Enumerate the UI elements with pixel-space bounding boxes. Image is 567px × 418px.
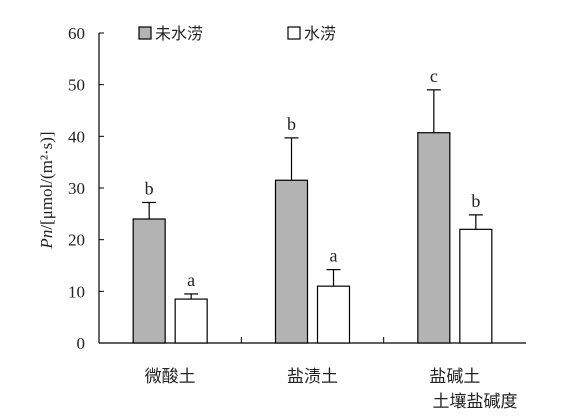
bar — [459, 228, 493, 344]
significance-label: b — [287, 114, 296, 134]
bars: b a 微酸土 b a 盐渍土 c b 盐碱土 — [132, 66, 493, 387]
y-tick-label: 20 — [68, 231, 85, 250]
bar — [274, 179, 309, 344]
y-axis-label-italic: Pn — [37, 230, 56, 250]
bar — [174, 298, 208, 344]
bar — [132, 218, 166, 344]
category-label: 盐渍土 — [287, 367, 338, 387]
y-axis-label: Pn/[μmol/(m²·s)] — [37, 131, 56, 249]
y-axis-label-unit: /[μmol/(m²·s)] — [37, 131, 56, 229]
legend-swatch — [138, 26, 152, 40]
y-tick-label: 60 — [68, 24, 85, 43]
x-axis-label: 土壤盐碱度 — [433, 391, 518, 412]
y-tick-label: 30 — [68, 179, 85, 198]
legend: 未水涝 水涝 — [138, 24, 336, 43]
significance-label: b — [145, 178, 154, 198]
legend-swatch — [287, 26, 301, 40]
y-tick-label: 0 — [77, 334, 86, 353]
category-label: 盐碱土 — [429, 367, 480, 387]
bar — [417, 132, 451, 344]
y-tick-label: 50 — [68, 76, 85, 95]
axes: 0 10 20 30 40 50 60 — [68, 24, 526, 353]
bar — [316, 285, 351, 344]
significance-label: b — [471, 191, 480, 211]
y-tick-label: 40 — [68, 127, 85, 146]
significance-label: a — [187, 270, 195, 290]
legend-label: 水涝 — [304, 24, 336, 43]
y-tick-label: 10 — [68, 282, 85, 301]
category-label: 微酸土 — [145, 367, 196, 387]
legend-label: 未水涝 — [155, 24, 203, 43]
significance-label: a — [330, 246, 338, 266]
significance-label: c — [430, 66, 438, 86]
